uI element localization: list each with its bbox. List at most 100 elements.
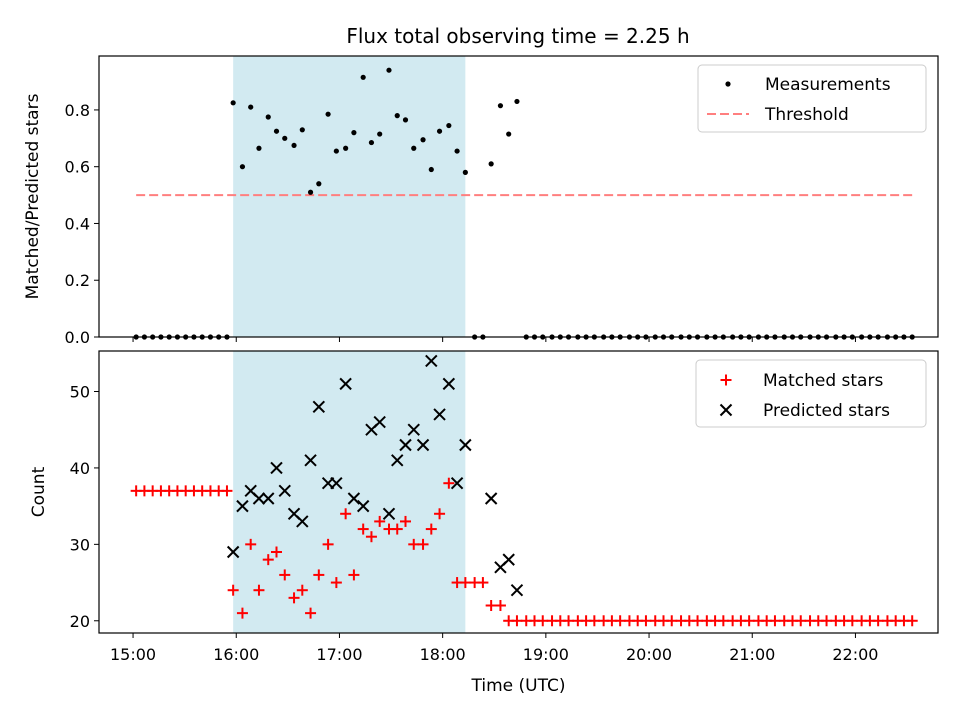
predicted-star-point bbox=[459, 438, 472, 452]
measurement-point bbox=[386, 67, 392, 73]
measurement-point bbox=[239, 164, 246, 170]
x-tick-label: 21:00 bbox=[729, 645, 775, 664]
bottom-x-axis: 15:00 16:00 17:00 18:00 19:00 20:00 21:00 22:00 bbox=[110, 633, 878, 664]
predicted-star-point bbox=[330, 477, 343, 490]
predicted-star-point bbox=[450, 477, 464, 490]
measurement-point bbox=[316, 181, 322, 187]
predicted-star-point bbox=[425, 354, 438, 368]
predicted-star-point bbox=[339, 377, 352, 391]
measurement-point bbox=[411, 145, 417, 151]
predicted-star-point bbox=[442, 377, 456, 391]
measurement-point bbox=[248, 104, 254, 110]
bottom-y-axis-label: Count bbox=[29, 466, 49, 517]
x-tick-label: 18:00 bbox=[420, 645, 466, 664]
x-tick-label: 19:00 bbox=[523, 645, 569, 664]
legend-matched-marker bbox=[720, 374, 732, 386]
measurement-point bbox=[420, 137, 426, 143]
legend-threshold-label: Threshold bbox=[764, 105, 849, 125]
predicted-star-point bbox=[287, 507, 301, 520]
x-tick-label: 15:00 bbox=[110, 645, 156, 664]
predicted-star-point bbox=[373, 415, 386, 429]
measurement-point bbox=[514, 98, 520, 105]
chart-title: Flux total observing time = 2.25 h bbox=[346, 24, 689, 48]
predicted-star-point bbox=[433, 408, 446, 421]
predicted-star-point bbox=[416, 438, 430, 452]
legend-predicted-marker bbox=[719, 403, 733, 417]
observing-window-highlight-top bbox=[233, 56, 466, 337]
measurement-point bbox=[265, 114, 271, 120]
predicted-star-point bbox=[236, 499, 249, 513]
predicted-star-point bbox=[262, 492, 275, 505]
x-axis-label: Time (UTC) bbox=[471, 676, 566, 696]
measurement-point bbox=[282, 135, 288, 141]
bottom-y-tick-label: 50 bbox=[70, 383, 90, 402]
bottom-subplot: 20 30 40 50 15:00 16:00 17:00 18:00 19:00 20:00 2… bbox=[29, 350, 939, 696]
predicted-star-point bbox=[244, 484, 257, 498]
top-y-tick-label: 0.8 bbox=[65, 101, 90, 120]
predicted-star-point bbox=[407, 423, 420, 436]
bottom-legend-box bbox=[695, 359, 927, 428]
top-y-tick-label: 0.4 bbox=[65, 214, 90, 233]
measurement-point bbox=[462, 169, 468, 175]
predicted-stars-series bbox=[226, 354, 524, 597]
predicted-star-point bbox=[399, 438, 412, 452]
x-tick-label: 20:00 bbox=[626, 645, 672, 664]
top-y-tick-label: 0.0 bbox=[65, 328, 90, 347]
observing-window-highlight-bottom bbox=[233, 351, 466, 633]
predicted-star-point bbox=[356, 499, 370, 513]
predicted-star-point bbox=[502, 553, 515, 566]
top-y-tick-label: 0.6 bbox=[65, 158, 90, 177]
top-plot-frame bbox=[98, 55, 939, 338]
measurement-point bbox=[325, 111, 331, 117]
predicted-star-point bbox=[347, 492, 361, 505]
predicted-star-point bbox=[484, 492, 498, 505]
bottom-y-tick-label: 20 bbox=[70, 612, 90, 631]
predicted-star-point bbox=[226, 545, 240, 559]
top-y-axis-label: Matched/Predicted stars bbox=[23, 93, 43, 299]
bottom-y-axis: 20 30 40 50 bbox=[70, 383, 99, 631]
predicted-star-point bbox=[270, 461, 283, 475]
measurement-point bbox=[497, 103, 504, 109]
legend-predicted-marker-stroke bbox=[719, 403, 733, 417]
predicted-star-point bbox=[312, 400, 326, 413]
measurement-point bbox=[506, 131, 512, 137]
predicted-star-point bbox=[252, 492, 266, 505]
bottom-legend: Matched stars Predicted stars bbox=[695, 359, 927, 428]
measurement-point bbox=[377, 131, 383, 137]
bottom-plot-frame bbox=[98, 350, 939, 634]
legend-matched-label: Matched stars bbox=[763, 371, 883, 391]
measurement-point bbox=[436, 128, 443, 134]
measurement-point bbox=[307, 189, 314, 195]
predicted-star-point bbox=[278, 484, 291, 498]
measurement-point bbox=[273, 128, 280, 134]
x-tick-label: 16:00 bbox=[213, 645, 259, 664]
legend-measurements-label: Measurements bbox=[765, 75, 891, 95]
predicted-star-point bbox=[296, 515, 309, 528]
bottom-y-tick-label: 30 bbox=[70, 535, 90, 554]
measurement-point bbox=[454, 148, 460, 154]
measurement-point bbox=[488, 161, 494, 167]
top-legend-box bbox=[697, 64, 927, 133]
measurement-point bbox=[446, 122, 452, 129]
measurement-point bbox=[368, 139, 375, 146]
x-tick-label: 17:00 bbox=[316, 645, 362, 664]
predicted-star-point bbox=[304, 454, 317, 467]
top-y-tick-label: 0.2 bbox=[65, 271, 90, 290]
measurement-point bbox=[428, 166, 434, 173]
measurement-point bbox=[230, 100, 236, 106]
measurement-point bbox=[256, 145, 262, 151]
measurement-point bbox=[351, 130, 357, 136]
measurement-point bbox=[291, 142, 297, 149]
top-x-axis-ticks bbox=[132, 337, 856, 342]
measurement-point bbox=[333, 148, 339, 154]
measurement-point bbox=[343, 145, 349, 151]
measurement-point bbox=[402, 117, 409, 123]
measurement-point bbox=[394, 113, 400, 119]
predicted-star-point bbox=[382, 507, 396, 520]
bottom-y-tick-label: 40 bbox=[70, 459, 90, 478]
measurement-point bbox=[299, 127, 305, 133]
top-y-axis: 0.0 0.2 0.4 0.6 0.8 bbox=[65, 101, 99, 347]
x-tick-label: 22:00 bbox=[832, 645, 878, 664]
legend-predicted-label: Predicted stars bbox=[763, 401, 890, 421]
